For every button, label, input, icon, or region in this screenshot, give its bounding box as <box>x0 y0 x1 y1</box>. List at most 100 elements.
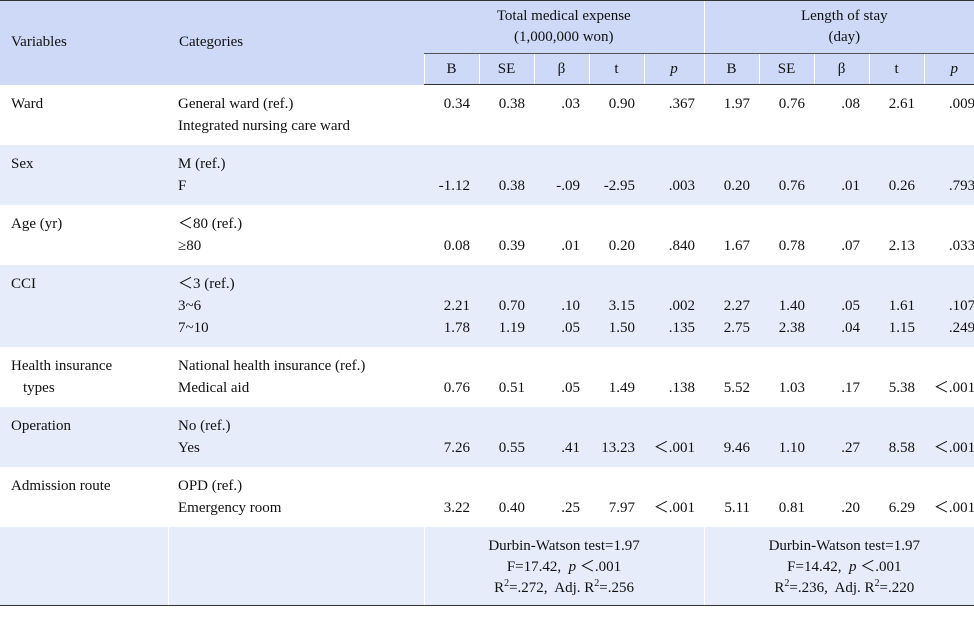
reference-blank <box>924 475 974 497</box>
reference-blank <box>424 273 470 295</box>
value-number: .107 <box>948 297 974 314</box>
value-number: 2.13 <box>888 237 916 254</box>
value-cell: .002 .135 <box>644 264 705 347</box>
adj-r2-value-1: =.256 <box>599 579 634 596</box>
adj-r2-sup-2: 2 <box>874 577 880 589</box>
table-row: Age (yr) ＜80 (ref.) ≥80 0.08 0.39 .01 0.20… <box>0 205 974 265</box>
value-cell: 0.76 <box>424 347 479 407</box>
variable-name: Ward <box>11 95 44 112</box>
reference-blank <box>424 153 470 175</box>
adj-r2-value-2: =.220 <box>879 579 915 596</box>
r2-prefix-1: R <box>494 579 505 596</box>
adj-r2-prefix-2: Adj. R <box>834 579 875 596</box>
value-number: .25 <box>561 499 580 516</box>
reference-blank <box>869 355 915 377</box>
value-cell: 1.03 <box>759 347 814 407</box>
value-number: -.09 <box>556 177 580 194</box>
f-stat-1: F=17.42, <box>506 558 562 575</box>
variable-name: Admission route <box>11 477 111 494</box>
value-cell: 0.38 <box>479 144 534 205</box>
value-cell: 1.49 <box>589 347 644 407</box>
value-cell: .07 <box>814 205 869 265</box>
value-number: 2.61 <box>888 96 916 112</box>
value-number: ＜.001 <box>653 439 696 456</box>
category-label: Yes <box>178 439 200 456</box>
p-value-2: ＜.001 <box>860 558 902 575</box>
value-number: 0.90 <box>608 96 635 112</box>
category-label: OPD (ref.) <box>178 477 243 494</box>
reference-blank <box>644 273 695 295</box>
dw-test-2: Durbin-Watson test=1.97 <box>768 537 920 554</box>
value-cell: .20 <box>814 467 869 527</box>
value-number: 1.03 <box>778 379 806 396</box>
value-cell: -2.95 <box>589 144 644 205</box>
value-number: .138 <box>668 379 696 396</box>
reference-blank <box>759 415 805 437</box>
category-label: National health insurance (ref.) <box>178 357 366 374</box>
category-label: M (ref.) <box>178 155 226 172</box>
value-number: .05 <box>561 319 580 336</box>
value-number: -1.12 <box>438 177 470 194</box>
reference-blank <box>924 213 974 235</box>
header-col-expense-2: SE <box>478 53 534 85</box>
model-fit-row: Durbin-Watson test=1.97 F=17.42, p ＜.001… <box>0 526 974 606</box>
value-number: .249 <box>948 319 974 336</box>
header-col-stay-2: SE <box>758 53 815 85</box>
value-cell: ＜.001 <box>924 347 974 407</box>
value-number: .367 <box>668 96 696 112</box>
value-number: .01 <box>561 237 580 254</box>
reference-blank <box>759 213 805 235</box>
value-number: 1.50 <box>608 319 635 336</box>
reference-blank <box>704 153 750 175</box>
reference-blank <box>924 273 974 295</box>
value-number: 1.40 <box>778 297 806 314</box>
variable-cell: Admission route <box>0 467 168 527</box>
reference-blank <box>479 475 525 497</box>
value-number: .04 <box>841 319 861 336</box>
header-variables: Variables <box>0 0 168 85</box>
value-number: 5.38 <box>888 379 916 396</box>
reference-blank <box>644 415 695 437</box>
reference-blank <box>424 475 470 497</box>
reference-blank <box>589 213 635 235</box>
value-cell: 0.76 <box>759 144 815 205</box>
value-number: .793 <box>948 177 974 194</box>
reference-blank <box>479 273 525 295</box>
reference-blank <box>589 355 635 377</box>
value-number: 0.70 <box>498 297 525 314</box>
value-cell: 0.39 <box>479 205 534 265</box>
variable-name: Sex <box>11 155 34 172</box>
reference-blank <box>814 213 860 235</box>
reference-blank <box>589 415 635 437</box>
table-row: Ward General ward (ref.) Integrated nursin… <box>0 85 974 145</box>
value-number: 1.15 <box>888 319 916 336</box>
value-number: .002 <box>668 297 696 314</box>
value-cell: ＜.001 <box>644 406 705 467</box>
value-cell: .03 <box>534 85 589 145</box>
reference-blank <box>814 415 860 437</box>
category-label: 3~6 <box>178 297 202 314</box>
value-number: .05 <box>841 297 861 314</box>
value-number: 7.97 <box>608 499 635 516</box>
value-cell: ＜.001 <box>924 467 974 527</box>
variable-cell: CCI <box>0 264 168 347</box>
value-number: 0.51 <box>498 379 525 396</box>
footer-empty-variables <box>0 526 168 606</box>
value-number: 3.22 <box>443 499 470 516</box>
r2-value-2: =.236, <box>789 579 828 596</box>
reference-blank <box>759 153 805 175</box>
reference-blank <box>814 355 860 377</box>
value-cell: .01 <box>814 144 870 205</box>
footer-empty-categories <box>167 526 424 606</box>
value-number: .135 <box>668 319 696 336</box>
reference-blank <box>924 415 974 437</box>
header-group1-line2: (1,000,000 won) <box>513 29 614 45</box>
value-number: 0.26 <box>888 177 916 194</box>
value-cell: 0.34 <box>424 85 479 145</box>
value-number: 2.38 <box>778 319 806 336</box>
value-number: .033 <box>948 237 974 254</box>
table-row: CCI ＜3 (ref.) 3~6 7~10 2.21 1.78 0.70 1.19 .1… <box>0 264 974 347</box>
value-cell: 7.26 <box>424 406 479 467</box>
reference-blank <box>644 153 695 175</box>
header-col-stay-4: t <box>868 53 925 85</box>
